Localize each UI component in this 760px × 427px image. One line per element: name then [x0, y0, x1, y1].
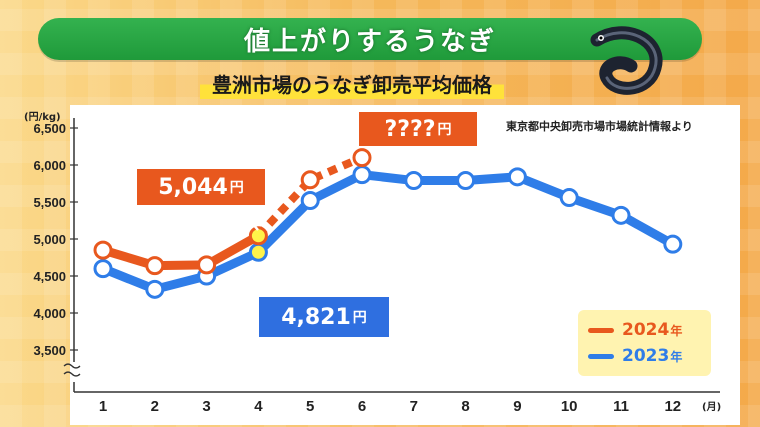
- y-axis-unit: (円/kg): [24, 112, 61, 123]
- data-point-2024: [145, 256, 165, 276]
- callout-pointer-2024: [234, 202, 259, 231]
- data-point-2023: [456, 171, 476, 191]
- legend-suffix-2024: 年: [670, 323, 683, 338]
- callout-pointer-2023: [266, 261, 290, 297]
- data-point-2024: [248, 226, 268, 246]
- x-tick-label: 9: [513, 398, 521, 415]
- callout-2024-april: 5,044 円: [135, 167, 267, 207]
- data-point-2023: [352, 165, 372, 185]
- series-line-dashed-2024: [255, 153, 364, 239]
- data-source: 東京都中央卸売市場市場統計情報より: [506, 120, 693, 133]
- callout-2023-april: 4,821 円: [257, 295, 391, 339]
- legend-label-2023: 2023: [622, 346, 670, 366]
- chart-subtitle: 豊洲市場のうなぎ卸売平均価格: [200, 67, 504, 99]
- series-line-2024: [98, 231, 263, 271]
- data-point-2023: [145, 279, 165, 299]
- x-tick-label: 7: [410, 398, 418, 415]
- x-tick-label: 2: [151, 398, 159, 415]
- x-tick-label: 10: [561, 398, 578, 415]
- y-tick-label: 6,500: [33, 121, 66, 136]
- data-point-2023: [300, 191, 320, 211]
- legend-swatch-2024: [588, 327, 614, 333]
- x-tick-label: 1: [99, 398, 107, 415]
- legend-item-2023: 2023 年: [588, 346, 682, 366]
- callout-2024-yen: 円: [229, 180, 244, 196]
- x-tick-label: 8: [461, 398, 469, 415]
- y-tick-label: 3,500: [33, 343, 66, 358]
- data-point-2023: [404, 171, 424, 191]
- callout-2024-value: 5,044: [158, 174, 228, 200]
- y-tick-label: 5,500: [33, 195, 66, 210]
- x-axis-unit: (月): [702, 402, 722, 413]
- y-tick-label: 6,000: [33, 158, 66, 173]
- axis-break-mark: [63, 363, 81, 369]
- y-tick-label: 5,000: [33, 232, 66, 247]
- data-point-2024: [93, 240, 113, 260]
- x-tick-label: 5: [306, 398, 314, 415]
- callout-unknown-value: ????: [384, 116, 436, 142]
- legend-swatch-2023: [588, 353, 614, 359]
- data-point-2023: [248, 242, 268, 262]
- callout-unknown-yen: 円: [437, 122, 452, 138]
- x-tick-label: 12: [664, 398, 681, 415]
- data-point-2024: [300, 170, 320, 190]
- callout-2023-value: 4,821: [281, 304, 351, 330]
- data-point-2024: [197, 255, 217, 275]
- x-tick-label: 6: [358, 398, 366, 415]
- legend-item-2024: 2024 年: [588, 320, 682, 340]
- x-tick-label: 11: [613, 398, 629, 415]
- y-tick-label: 4,000: [33, 306, 66, 321]
- data-point-2023: [663, 234, 683, 254]
- data-point-2024: [352, 148, 372, 168]
- data-point-2023: [93, 259, 113, 279]
- legend-label-2024: 2024: [622, 320, 670, 340]
- data-point-2023: [559, 188, 579, 208]
- x-tick-label: 4: [254, 398, 263, 415]
- page-title: 値上がりするうなぎ: [243, 26, 496, 57]
- x-tick-label: 3: [202, 398, 210, 415]
- callout-unknown: ???? 円: [357, 110, 479, 148]
- data-point-2023: [611, 205, 631, 225]
- legend: 2024 年 2023 年: [578, 310, 711, 376]
- y-tick-label: 4,500: [33, 269, 66, 284]
- eel-icon: [590, 26, 663, 95]
- data-point-2023: [507, 167, 527, 187]
- callout-2023-yen: 円: [352, 310, 367, 326]
- legend-suffix-2023: 年: [670, 349, 683, 364]
- axis-break-mark-2: [63, 371, 81, 377]
